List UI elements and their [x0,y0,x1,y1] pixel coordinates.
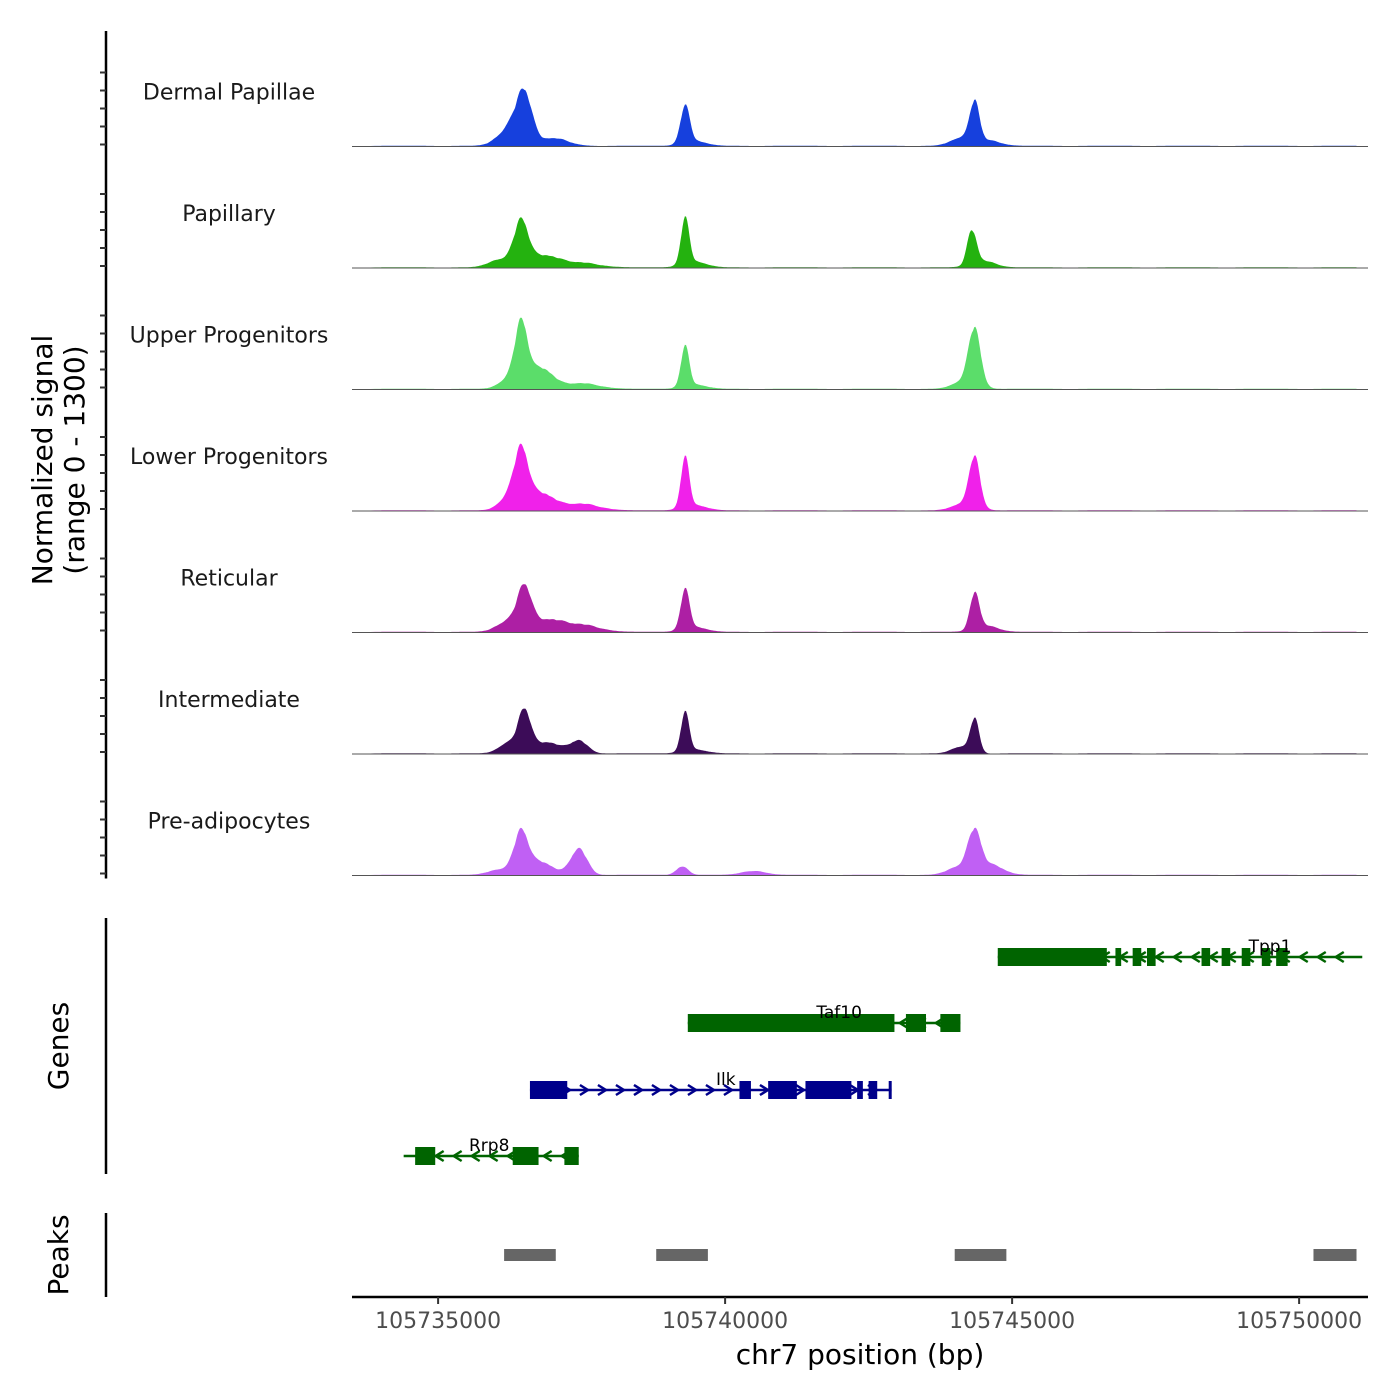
gene-tpp1: Tpp1 [997,937,1363,966]
strand-arrow [1333,950,1345,964]
gene-label: Ilk [716,1070,736,1090]
peaks-panel [104,1213,1357,1297]
exon [805,1081,852,1099]
strand-arrow [579,1083,591,1097]
gene-ilk: Ilk [529,1070,892,1099]
signal-area [352,708,1357,754]
exon [905,1014,927,1032]
exon [739,1081,751,1099]
exon [1147,948,1156,966]
track-label: Reticular [180,567,278,592]
track-label: Dermal Papillae [143,81,315,106]
strand-arrow [487,1149,499,1163]
exon [997,948,1107,966]
track-label: Papillary [182,202,276,227]
exon [564,1147,579,1165]
exon [529,1081,568,1099]
strand-arrow [597,1083,609,1097]
exon [1276,948,1288,966]
strand-arrow [795,1083,807,1097]
track-label: Intermediate [158,688,300,713]
peak-region [656,1249,708,1261]
gene-label: Taf10 [815,1003,862,1023]
strand-arrow [669,1083,681,1097]
exon [1115,948,1122,966]
gene-label: Tpp1 [1248,937,1292,957]
signal-area [352,827,1357,876]
exon [1221,948,1231,966]
genes-panel: Tpp1 Taf10 Ilk Rrp8 [104,918,1363,1174]
exon [868,1081,878,1099]
exon [857,1081,863,1099]
x-tick-label: 105735000 [375,1309,501,1334]
strand-arrow [723,1083,735,1097]
track-label: Lower Progenitors [130,445,328,470]
strand-arrow [1297,950,1309,964]
y-axis-title: Normalized signal [26,335,59,586]
exon [1261,948,1271,966]
strand-arrow [759,1083,771,1097]
exon [888,1081,892,1099]
strand-arrow [1171,950,1183,964]
x-axis: 105735000 105740000 105745000 105750000 [352,1295,1368,1334]
exon [1201,948,1211,966]
strand-arrow [451,1149,463,1163]
track-dermal-papillae: Dermal Papillae [143,81,1368,147]
exon [512,1147,539,1165]
exon [768,1081,797,1099]
peak-region [504,1249,556,1261]
strand-arrow [633,1083,645,1097]
signal-area [352,584,1357,633]
exon [687,1014,895,1032]
signal-y-axis [100,31,108,879]
track-reticular: Reticular [180,567,1368,633]
track-lower-progenitors: Lower Progenitors [130,443,1368,512]
track-label: Pre-adipocytes [148,810,311,835]
strand-arrow [897,1016,909,1030]
signal-area [352,317,1357,390]
strand-arrow [541,1149,553,1163]
strand-arrow [687,1083,699,1097]
exon [940,1014,961,1032]
signal-area [352,443,1357,511]
strand-arrow [469,1149,481,1163]
strand-arrow [705,1083,717,1097]
x-tick-label: 105745000 [949,1309,1075,1334]
exon [1241,948,1251,966]
strand-arrow [1153,950,1165,964]
gene-label: Rrp8 [469,1136,509,1156]
strand-arrow [1189,950,1201,964]
strand-arrow [1315,950,1327,964]
x-tick-label: 105740000 [662,1309,788,1334]
genes-panel-label: Genes [42,1002,75,1090]
signal-area [352,88,1357,147]
x-axis-title: chr7 position (bp) [736,1338,985,1371]
signal-area [352,216,1357,268]
peak-region [954,1249,1007,1261]
strand-arrow [615,1083,627,1097]
strand-arrow [433,1149,445,1163]
exon [415,1147,436,1165]
track-intermediate: Intermediate [158,688,1368,755]
gene-taf10: Taf10 [687,1003,961,1032]
track-pre-adipocytes: Pre-adipocytes [148,810,1368,876]
strand-arrow [651,1083,663,1097]
peak-region [1313,1249,1357,1261]
gene-rrp8: Rrp8 [403,1136,579,1165]
coverage-tracks: Dermal Papillae Papillary Upper Progenitor… [130,81,1368,876]
track-papillary: Papillary [182,202,1368,269]
track-label: Upper Progenitors [130,324,329,349]
x-tick-label: 105750000 [1236,1309,1362,1334]
y-axis-range: (range 0 - 1300) [58,345,91,574]
exon [1132,948,1142,966]
track-upper-progenitors: Upper Progenitors [130,317,1368,390]
peaks-panel-label: Peaks [42,1214,75,1295]
